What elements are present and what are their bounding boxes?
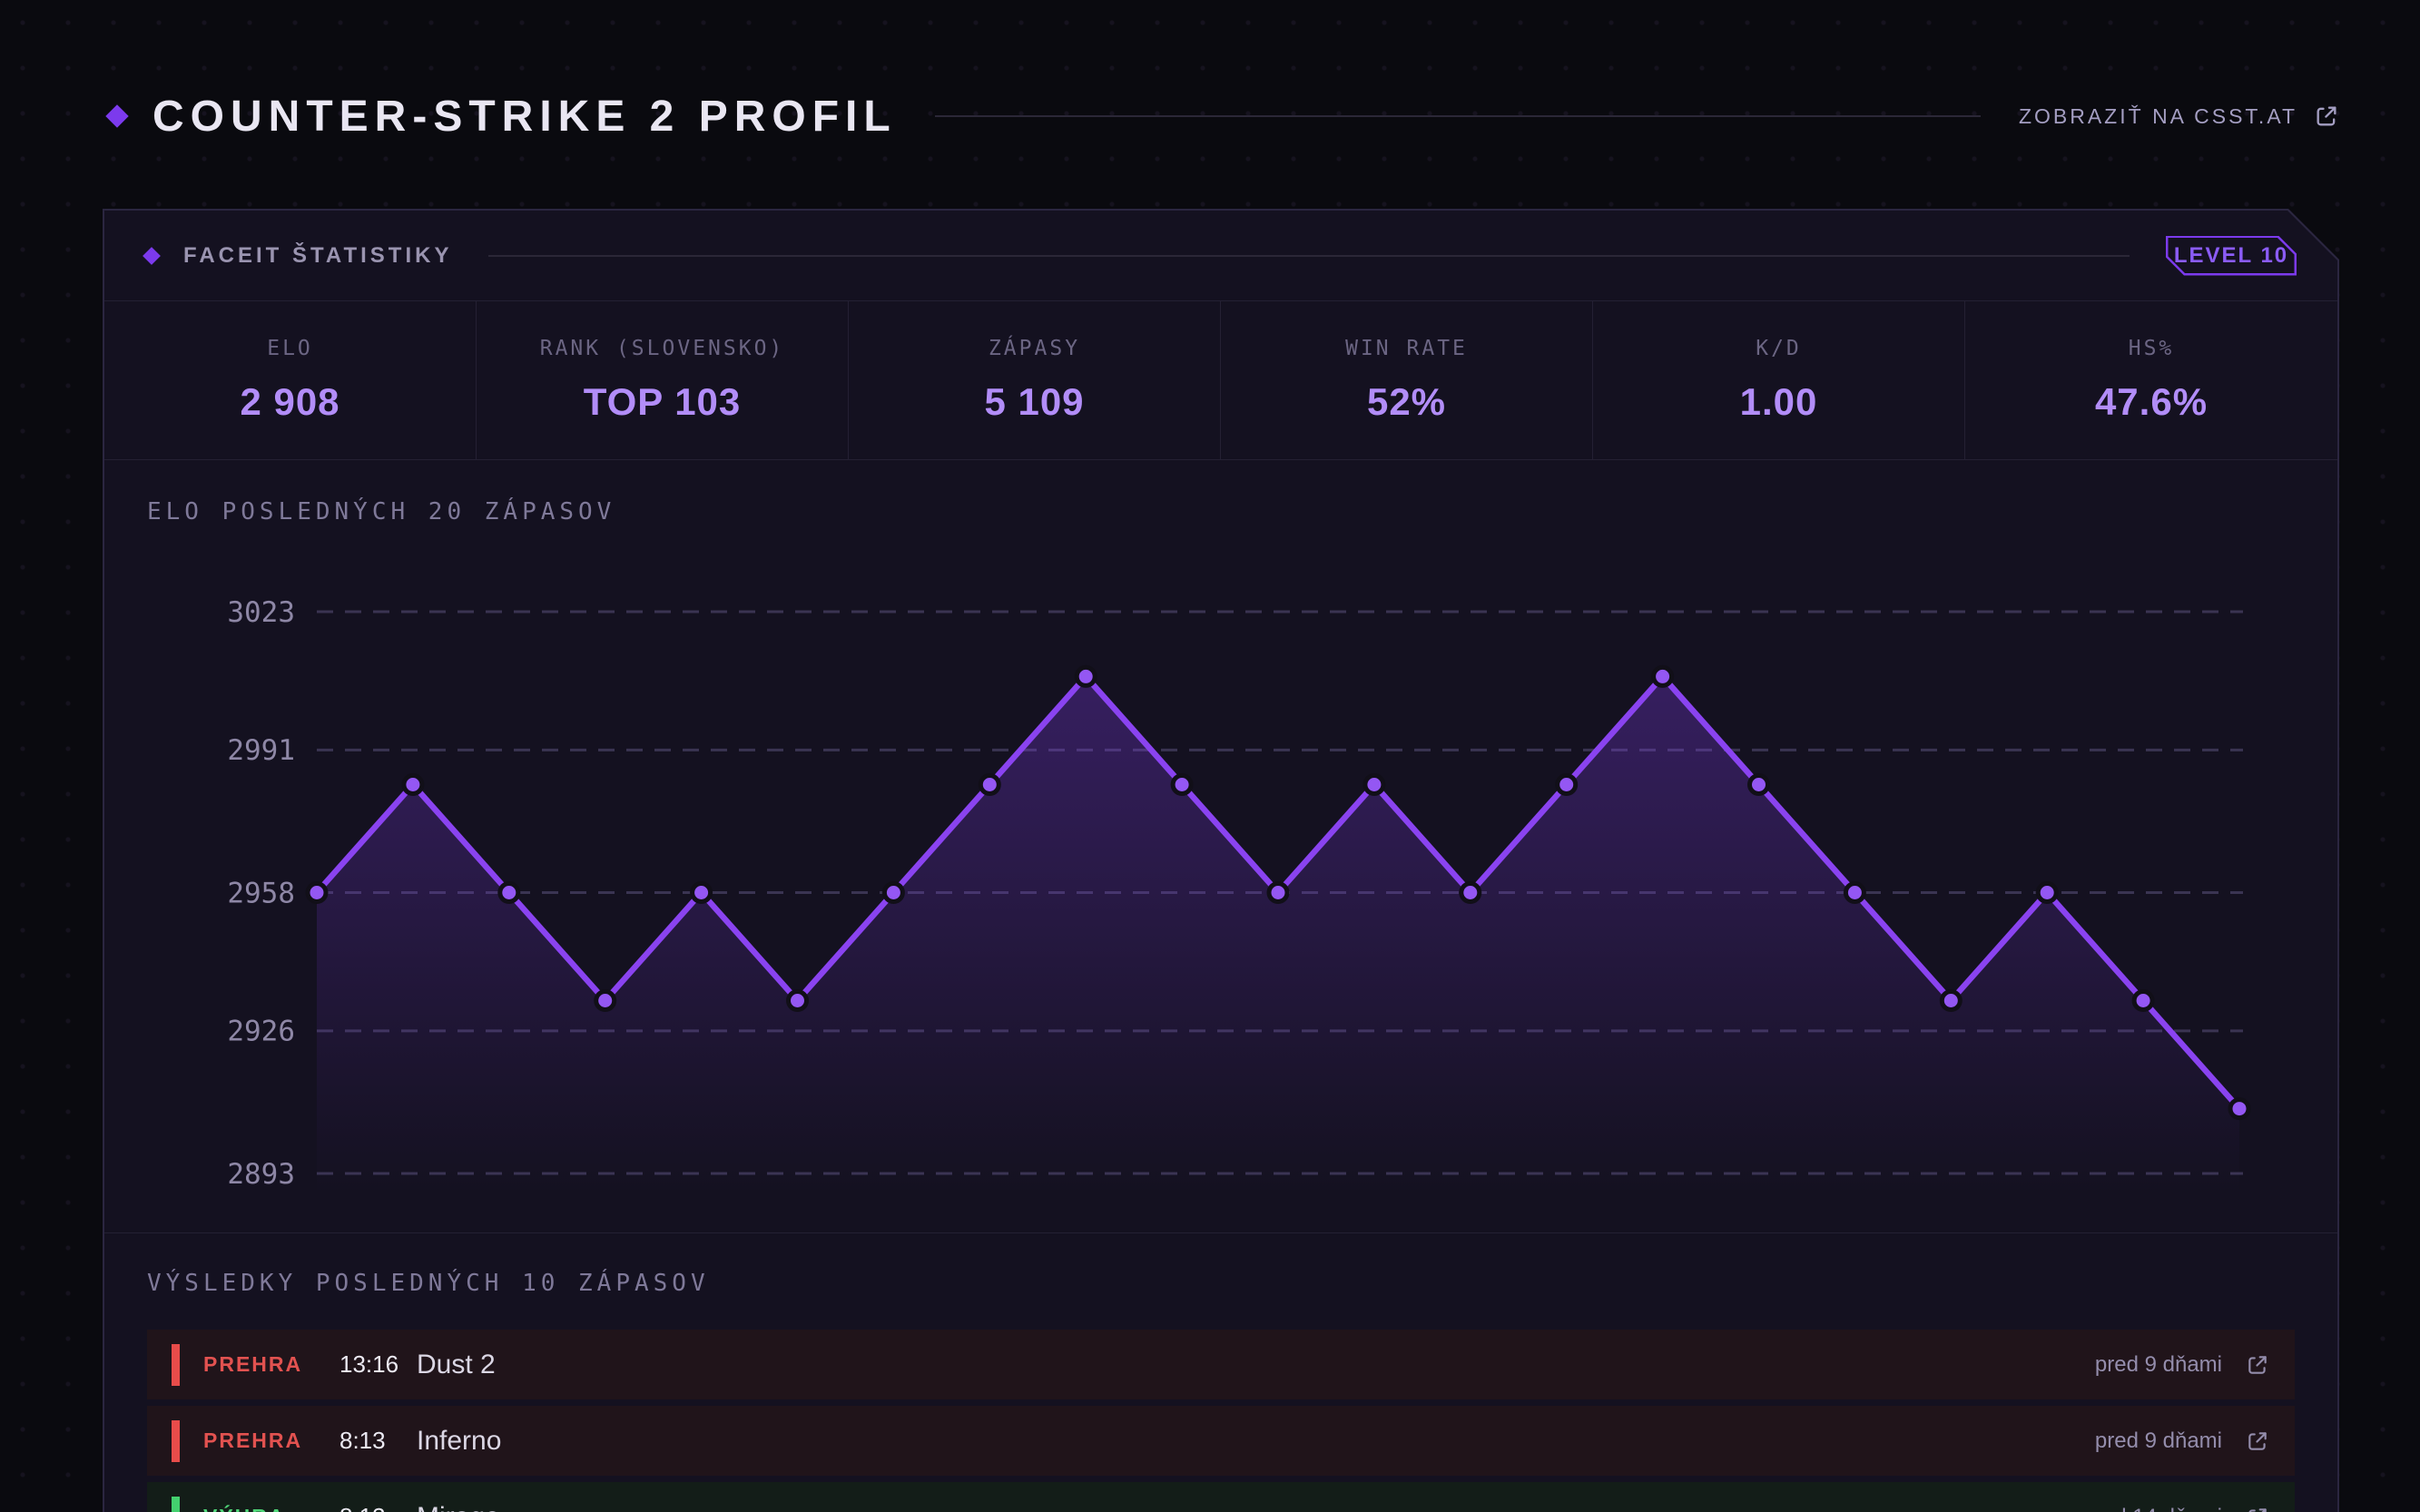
external-link-icon bbox=[2246, 1506, 2269, 1512]
match-time-ago: pred 9 dňami bbox=[2094, 1428, 2222, 1453]
match-map: Dust 2 bbox=[417, 1349, 496, 1379]
stat-value: 47.6% bbox=[2094, 380, 2208, 423]
match-row[interactable]: PREHRA 8:13 Inferno pred 9 dňami bbox=[147, 1406, 2295, 1476]
elo-data-point bbox=[404, 776, 422, 794]
header-divider-line bbox=[934, 115, 1981, 117]
external-link-icon bbox=[2246, 1353, 2269, 1377]
panel-header: FACEIT ŠTATISTIKY LEVEL 10 bbox=[104, 211, 2337, 301]
match-row[interactable]: PREHRA 13:16 Dust 2 pred 9 dňami bbox=[147, 1330, 2295, 1399]
match-time-ago: pred 9 dňami bbox=[2094, 1351, 2222, 1377]
stat-label: ZÁPASY bbox=[988, 337, 1081, 360]
stat-label: WIN RATE bbox=[1345, 337, 1468, 360]
match-score: 13:16 bbox=[339, 1350, 399, 1378]
result-accent-bar bbox=[172, 1497, 180, 1512]
y-axis-tick-label: 2991 bbox=[227, 734, 295, 767]
external-link-icon bbox=[2314, 103, 2339, 129]
match-list: PREHRA 13:16 Dust 2 pred 9 dňami PREHRA … bbox=[147, 1330, 2295, 1512]
stat-value: 2 908 bbox=[240, 380, 340, 423]
elo-data-point bbox=[1654, 667, 1672, 685]
elo-data-point bbox=[1558, 776, 1576, 794]
elo-data-point bbox=[789, 992, 807, 1010]
page-title: COUNTER-STRIKE 2 PROFIL bbox=[152, 92, 897, 141]
elo-data-point bbox=[1365, 776, 1383, 794]
elo-data-point bbox=[1461, 884, 1480, 902]
elo-data-point bbox=[980, 776, 998, 794]
elo-line-chart: 3023 2991 2958 2926 2893 bbox=[104, 460, 2337, 1233]
elo-data-point bbox=[2134, 992, 2152, 1010]
elo-data-point bbox=[1269, 884, 1287, 902]
y-axis-tick-label: 2926 bbox=[227, 1016, 295, 1048]
match-result-label: VÝHRA bbox=[203, 1505, 339, 1512]
stat-matches: ZÁPASY 5 109 bbox=[849, 301, 1221, 459]
diamond-icon bbox=[105, 104, 129, 128]
stat-hs: HS% 47.6% bbox=[1965, 301, 2337, 459]
stat-elo: ELO 2 908 bbox=[104, 301, 477, 459]
stat-label: K/D bbox=[1756, 337, 1802, 360]
stats-row: ELO 2 908 RANK (SLOVENSKO) TOP 103 ZÁPAS… bbox=[104, 301, 2337, 460]
y-axis-tick-label: 2893 bbox=[227, 1158, 295, 1191]
faceit-stats-panel-inner: FACEIT ŠTATISTIKY LEVEL 10 ELO 2 908 RAN… bbox=[104, 211, 2337, 1512]
match-score: 8:13 bbox=[339, 1503, 408, 1512]
results-section: VÝSLEDKY POSLEDNÝCH 10 ZÁPASOV PREHRA 13… bbox=[104, 1233, 2337, 1512]
level-badge: LEVEL 10 bbox=[2166, 236, 2297, 276]
stat-value: TOP 103 bbox=[583, 380, 742, 423]
level-badge-label: LEVEL 10 bbox=[2173, 242, 2289, 268]
stat-rank: RANK (SLOVENSKO) TOP 103 bbox=[477, 301, 849, 459]
elo-data-point bbox=[500, 884, 518, 902]
elo-data-point bbox=[1942, 992, 1960, 1010]
match-score: 8:13 bbox=[339, 1427, 386, 1454]
stat-kd: K/D 1.00 bbox=[1593, 301, 1965, 459]
elo-data-point bbox=[1173, 776, 1191, 794]
match-result-label: PREHRA bbox=[203, 1352, 303, 1376]
stat-value: 52% bbox=[1366, 380, 1447, 423]
stat-value: 5 109 bbox=[984, 380, 1085, 423]
y-axis-tick-label: 3023 bbox=[227, 596, 295, 629]
elo-data-point bbox=[2038, 884, 2056, 902]
result-accent-bar bbox=[172, 1344, 180, 1386]
external-link-icon bbox=[2246, 1429, 2269, 1453]
panel-title: FACEIT ŠTATISTIKY bbox=[183, 242, 453, 268]
panel-header-divider-line bbox=[488, 255, 2130, 257]
stat-value: 1.00 bbox=[1739, 380, 1818, 423]
elo-data-point bbox=[1845, 884, 1864, 902]
faceit-stats-panel: FACEIT ŠTATISTIKY LEVEL 10 ELO 2 908 RAN… bbox=[103, 209, 2339, 1512]
results-title: VÝSLEDKY POSLEDNÝCH 10 ZÁPASOV bbox=[147, 1270, 710, 1297]
y-axis-tick-label: 2958 bbox=[227, 877, 295, 909]
match-row[interactable]: VÝHRA 8:13 Mirage pred 14 dňami bbox=[147, 1482, 2295, 1512]
elo-data-point bbox=[308, 884, 326, 902]
elo-data-point bbox=[596, 992, 615, 1010]
result-accent-bar bbox=[172, 1420, 180, 1462]
stat-label: ELO bbox=[267, 337, 313, 360]
match-map: Mirage bbox=[417, 1502, 2083, 1512]
view-on-csst-link[interactable]: ZOBRAZIŤ NA CSST.AT bbox=[2019, 103, 2339, 129]
elo-data-point bbox=[1077, 667, 1095, 685]
elo-data-point bbox=[693, 884, 711, 902]
match-result-label: PREHRA bbox=[203, 1429, 303, 1452]
page-header: COUNTER-STRIKE 2 PROFIL ZOBRAZIŤ NA CSST… bbox=[105, 86, 2339, 146]
elo-chart-section: ELO POSLEDNÝCH 20 ZÁPASOV 3023 2991 2958 29… bbox=[104, 460, 2337, 1233]
elo-data-point bbox=[2230, 1100, 2248, 1118]
match-time-ago: pred 14 dňami bbox=[2083, 1505, 2222, 1512]
diamond-icon bbox=[143, 247, 161, 265]
stat-winrate: WIN RATE 52% bbox=[1221, 301, 1593, 459]
stat-label: HS% bbox=[2128, 337, 2175, 360]
elo-data-point bbox=[1750, 776, 1768, 794]
match-map: Inferno bbox=[417, 1425, 502, 1456]
view-on-csst-label: ZOBRAZIŤ NA CSST.AT bbox=[2018, 103, 2297, 128]
chart-title: ELO POSLEDNÝCH 20 ZÁPASOV bbox=[147, 498, 616, 525]
stat-label: RANK (SLOVENSKO) bbox=[539, 337, 785, 360]
elo-data-point bbox=[884, 884, 902, 902]
